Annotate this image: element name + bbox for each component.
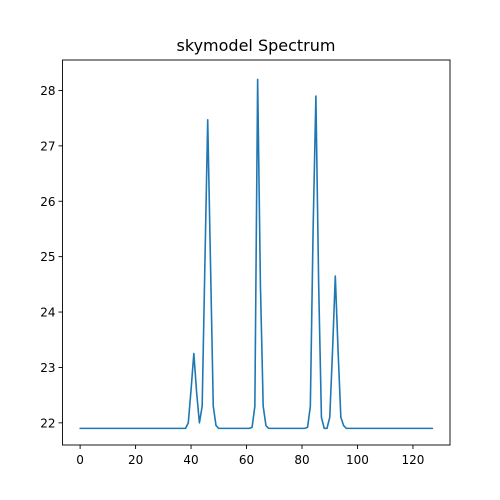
y-tick-label: 22 [40,416,55,430]
x-tick-label: 20 [128,453,143,467]
y-tick-label: 27 [40,139,55,153]
x-tick-label: 0 [76,453,84,467]
x-tick-label: 120 [402,453,425,467]
chart-title: skymodel Spectrum [177,36,336,55]
y-tick-label: 23 [40,361,55,375]
plot-area-frame [62,59,451,446]
x-axis: 0 20 40 60 80 100 120 [76,445,424,467]
x-tick-label: 40 [183,453,198,467]
y-tick-label: 24 [40,306,55,320]
y-tick-label: 28 [40,84,55,98]
y-tick-label: 26 [40,195,55,209]
x-tick-label: 60 [239,453,254,467]
series-line-0 [79,78,434,430]
series-group [79,78,434,430]
y-axis: 22 23 24 25 26 27 28 [40,84,63,430]
y-tick-label: 25 [40,250,55,264]
x-tick-label: 80 [294,453,309,467]
x-tick-label: 100 [346,453,369,467]
